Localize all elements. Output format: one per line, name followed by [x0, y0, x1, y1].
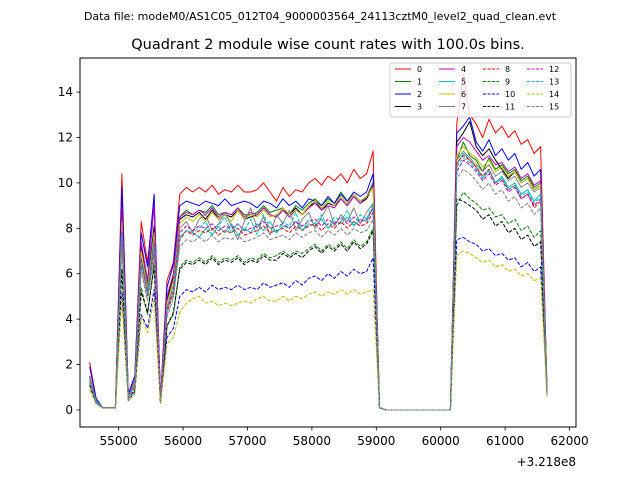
series-line-13: [89, 157, 548, 411]
legend-label-5: 5: [461, 78, 466, 87]
x-axis-offset-label: +3.218e8: [517, 455, 576, 469]
y-tick-label: 12: [58, 130, 73, 144]
series-layer: [89, 73, 548, 411]
legend-label-15: 15: [549, 103, 559, 112]
figure-suptitle: Data file: modeM0/AS1C05_012T04_90000035…: [84, 10, 557, 23]
y-tick-label: 4: [65, 312, 73, 326]
legend-label-0: 0: [417, 65, 422, 74]
legend-label-2: 2: [417, 90, 422, 99]
x-tick-label: 62000: [550, 434, 588, 448]
series-line-9: [89, 191, 548, 411]
y-tick-label: 14: [58, 85, 73, 99]
series-line-11: [89, 198, 548, 411]
y-tick-label: 2: [65, 358, 73, 372]
x-tick-label: 58000: [293, 434, 331, 448]
x-tick-label: 59000: [357, 434, 395, 448]
y-tick-label: 0: [65, 403, 73, 417]
series-line-14: [89, 250, 548, 411]
y-tick-label: 8: [65, 221, 73, 235]
legend-label-10: 10: [505, 90, 515, 99]
legend-label-7: 7: [461, 103, 466, 112]
y-axis-ticks: 0 2 4 6 8 10 12 14: [58, 85, 80, 417]
x-tick-label: 61000: [486, 434, 524, 448]
chart-title: Quadrant 2 module wise count rates with …: [131, 37, 525, 53]
legend-label-3: 3: [417, 103, 422, 112]
axes-frame: [79, 57, 577, 428]
legend-label-4: 4: [461, 65, 466, 74]
x-tick-label: 57000: [228, 434, 266, 448]
legend-label-12: 12: [549, 65, 559, 74]
legend-label-13: 13: [549, 78, 559, 87]
x-tick-label: 60000: [422, 434, 460, 448]
series-line-10: [89, 236, 548, 411]
legend-box: [389, 62, 572, 118]
series-line-12: [89, 159, 548, 411]
legend-label-14: 14: [549, 90, 559, 99]
x-axis-ticks: 55000 56000 57000 58000 59000 60000 61000 62000: [100, 427, 589, 448]
plot-area: 55000 56000 57000 58000 59000 60000 61000 62000…: [58, 57, 589, 448]
y-tick-label: 10: [58, 176, 73, 190]
x-tick-label: 56000: [164, 434, 202, 448]
y-tick-label: 6: [65, 267, 73, 281]
legend-label-1: 1: [417, 78, 422, 87]
legend-label-6: 6: [461, 90, 466, 99]
legend-label-9: 9: [505, 78, 510, 87]
legend-label-11: 11: [505, 103, 515, 112]
legend-label-8: 8: [505, 65, 510, 74]
series-line-15: [89, 168, 548, 411]
x-tick-label: 55000: [100, 434, 138, 448]
